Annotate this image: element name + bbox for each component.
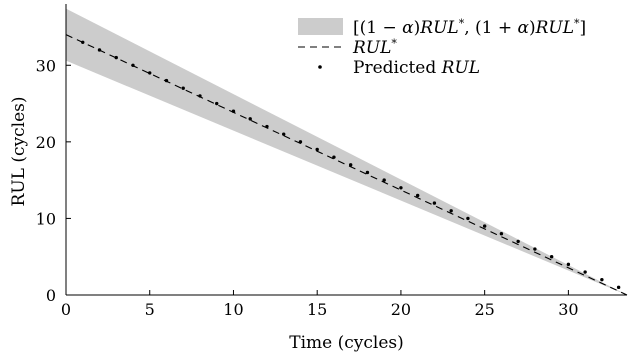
predicted-point <box>566 262 571 267</box>
legend-point-label: Predicted RUL <box>353 58 480 78</box>
legend-band-swatch <box>298 18 343 35</box>
predicted-point <box>449 209 453 213</box>
x-tick-label: 5 <box>145 300 155 319</box>
predicted-point <box>549 255 554 259</box>
predicted-point <box>231 109 236 113</box>
predicted-point <box>298 140 303 144</box>
predicted-point <box>332 155 336 159</box>
predicted-point <box>164 78 169 83</box>
predicted-point <box>315 147 319 152</box>
predicted-point <box>114 55 118 60</box>
predicted-point <box>516 239 520 244</box>
y-tick-label: 20 <box>36 133 56 152</box>
predicted-point <box>466 216 470 221</box>
legend-band-label: [(1 − α)RUL*, (1 + α)RUL*] <box>353 17 586 39</box>
x-axis-label: Time (cycles) <box>289 333 404 353</box>
predicted-point <box>348 163 353 167</box>
predicted-point <box>499 232 504 236</box>
predicted-point <box>148 71 152 75</box>
y-tick-label: 0 <box>46 286 56 305</box>
predicted-point <box>248 117 252 121</box>
predicted-point <box>282 132 286 136</box>
predicted-point <box>600 277 604 282</box>
y-tick-label: 10 <box>36 209 56 228</box>
x-tick-label: 10 <box>223 300 243 319</box>
predicted-point <box>415 193 420 198</box>
predicted-point <box>215 101 219 106</box>
predicted-point <box>432 201 437 205</box>
predicted-point <box>81 40 85 44</box>
y-axis-label: RUL (cycles) <box>9 97 29 207</box>
x-tick-label: 20 <box>391 300 411 319</box>
predicted-point <box>97 48 102 52</box>
predicted-point <box>399 186 403 190</box>
legend-line-label: RUL* <box>352 37 397 59</box>
legend-point-swatch <box>318 65 322 69</box>
band-area <box>66 8 627 296</box>
x-tick-label: 15 <box>307 300 327 319</box>
predicted-point <box>365 170 370 175</box>
predicted-point <box>131 63 135 67</box>
predicted-point <box>181 86 185 90</box>
y-tick-label: 30 <box>36 56 56 75</box>
axes: 0 5 10 15 20 25 30 0 10 20 30 <box>36 4 627 319</box>
predicted-point <box>482 224 487 228</box>
predicted-point <box>583 270 587 274</box>
plot-area <box>65 8 628 296</box>
x-tick-label: 25 <box>474 300 494 319</box>
predicted-point <box>533 247 537 251</box>
predicted-point <box>198 94 202 98</box>
predicted-point <box>382 178 386 182</box>
predicted-point <box>616 285 621 290</box>
x-tick-label: 30 <box>558 300 578 319</box>
predicted-point <box>265 124 269 129</box>
x-tick-label: 0 <box>61 300 71 319</box>
legend: [(1 − α)RUL*, (1 + α)RUL*] RUL* Predicte… <box>298 17 586 78</box>
